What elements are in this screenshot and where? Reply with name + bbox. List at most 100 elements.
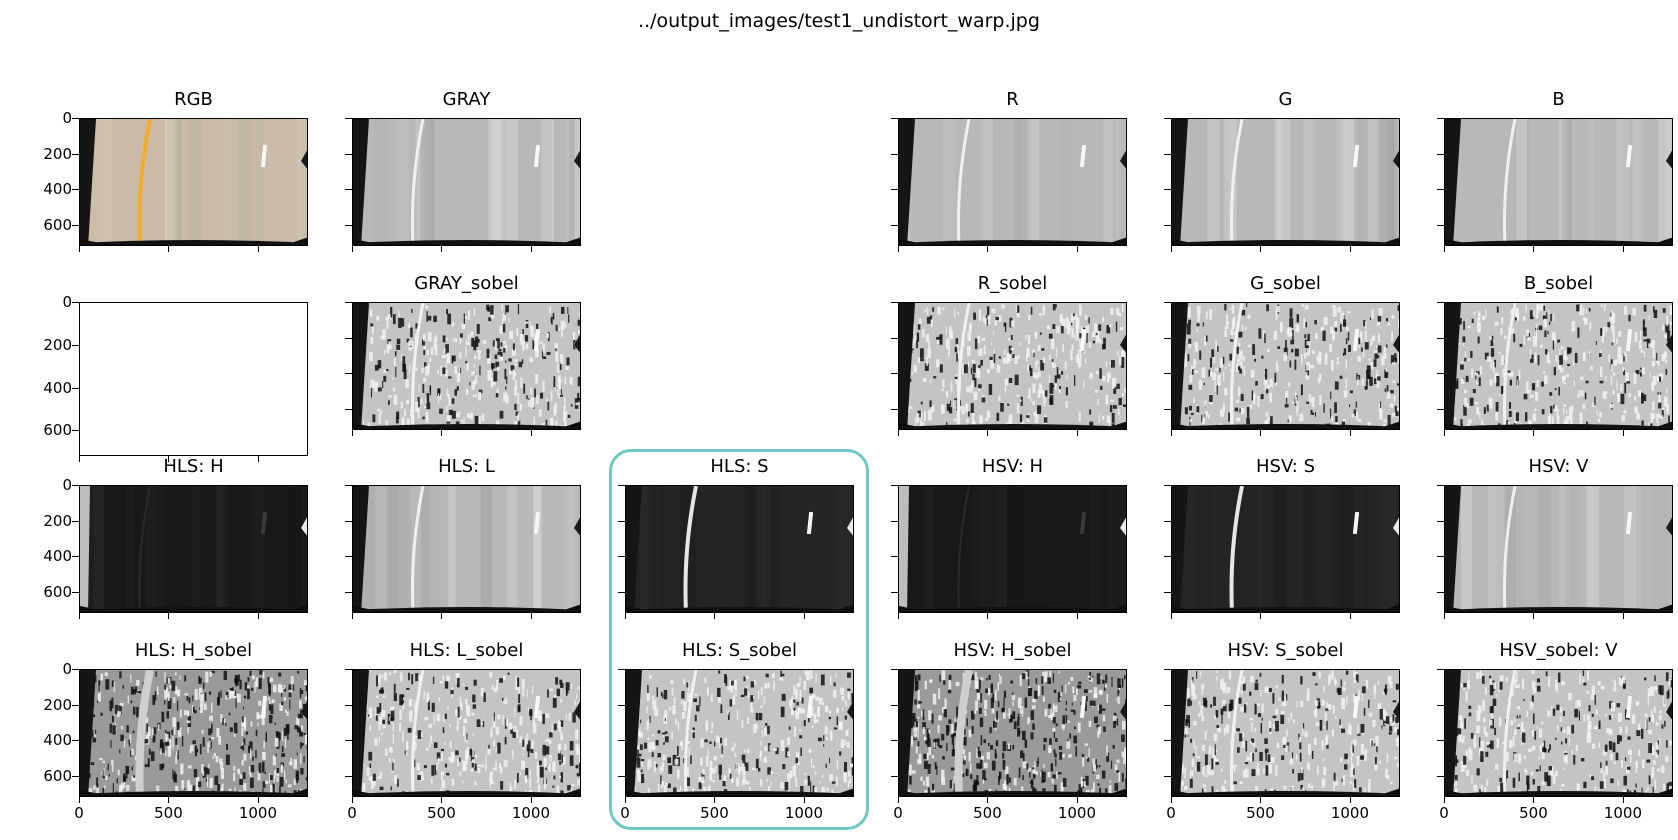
y-tick-label: 0: [62, 476, 72, 494]
subplot-image: [898, 302, 1127, 430]
subplot-panel: HLS: L_sobel 0 500 1000: [345, 640, 581, 821]
x-tick-mark: [1533, 797, 1535, 803]
subplot-image: [1444, 118, 1673, 246]
y-tick-mark: [618, 775, 625, 777]
x-tick-mark: [898, 430, 899, 436]
x-tick-mark: [530, 613, 532, 619]
y-tick-mark: [1437, 669, 1444, 670]
y-tick-mark: [1437, 373, 1444, 375]
y-tick-mark: [618, 591, 625, 593]
x-tick-label: 500: [700, 804, 729, 822]
x-tick-mark: [441, 797, 443, 803]
subplot-panel: HLS: H 0 200 400 600: [43, 456, 308, 619]
subplot-title: GRAY_sobel: [414, 273, 519, 294]
subplot-title: HLS: L: [438, 456, 495, 477]
y-tick-mark: [1437, 408, 1444, 410]
y-tick-mark: [72, 591, 79, 593]
x-tick-label: 1000: [238, 804, 277, 822]
y-tick-mark: [345, 520, 352, 522]
y-tick-mark: [1164, 704, 1171, 706]
y-tick-mark: [72, 224, 79, 226]
x-tick-mark: [257, 797, 259, 803]
x-tick-label: 1000: [511, 804, 550, 822]
subplot-panel: HLS: H_sobel 0 200 400 600 0 500 1000: [43, 640, 308, 821]
subplot-title: HSV: S_sobel: [1227, 640, 1344, 661]
y-tick-mark: [1164, 189, 1171, 191]
subplot-image: [79, 485, 308, 613]
x-tick-mark: [1533, 246, 1535, 252]
subplot-image: [898, 669, 1127, 797]
y-tick-mark: [1164, 337, 1171, 339]
subplot-panel: HSV: S_sobel 0 500 1000: [1164, 640, 1400, 821]
y-tick-mark: [1437, 485, 1444, 486]
y-tick-mark: [72, 118, 79, 119]
y-tick-label: 600: [43, 582, 72, 601]
y-tick-mark: [1437, 302, 1444, 303]
subplot-image: [1171, 302, 1400, 430]
x-tick-mark: [168, 456, 170, 462]
y-tick-mark: [1437, 118, 1444, 119]
subplot-title: B_sobel: [1523, 273, 1594, 294]
subplot-panel: HSV_sobel: V 0 500 1000: [1437, 640, 1673, 821]
y-tick-label: 200: [43, 695, 72, 714]
x-tick-mark: [168, 246, 170, 252]
subplot-image: [352, 118, 581, 246]
highlight-outline: [609, 449, 869, 830]
x-tick-label: 1000: [784, 804, 823, 822]
x-tick-mark: [79, 246, 80, 252]
empty-plot-area: [79, 302, 308, 456]
y-tick-mark: [1164, 669, 1171, 670]
y-tick-mark: [1437, 740, 1444, 742]
x-tick-mark: [987, 613, 989, 619]
y-tick-mark: [891, 337, 898, 339]
subplot-image: [1171, 118, 1400, 246]
x-tick-mark: [1349, 797, 1351, 803]
channel-image: [1172, 303, 1399, 429]
subplot-title: HLS: S_sobel: [681, 640, 798, 661]
y-tick-mark: [618, 520, 625, 522]
y-tick-mark: [345, 118, 352, 119]
x-tick-mark: [530, 246, 532, 252]
y-tick-label: 200: [43, 335, 72, 354]
subplot-title: HSV: H_sobel: [953, 640, 1072, 661]
x-tick-mark: [1622, 430, 1624, 436]
x-tick-label: 0: [1166, 804, 1176, 822]
channel-image: [626, 670, 853, 796]
channel-image: [1445, 486, 1672, 612]
channel-image: [1172, 119, 1399, 245]
x-tick-label: 1000: [1603, 804, 1642, 822]
y-tick-label: 600: [43, 421, 72, 440]
y-tick-mark: [72, 430, 79, 432]
x-tick-mark: [257, 456, 259, 462]
subplot-image: [1444, 302, 1673, 430]
x-tick-mark: [257, 246, 259, 252]
x-tick-mark: [1349, 613, 1351, 619]
x-tick-mark: [625, 613, 626, 619]
y-tick-mark: [1437, 556, 1444, 558]
x-tick-mark: [1076, 613, 1078, 619]
x-tick-label: 500: [973, 804, 1002, 822]
x-tick-mark: [714, 613, 716, 619]
subplot-panel: HLS: S_sobel 0 500 1000: [618, 640, 854, 821]
x-tick-mark: [1171, 246, 1172, 252]
y-tick-mark: [891, 189, 898, 191]
y-tick-mark: [1164, 118, 1171, 119]
subplot-panel: HSV: S: [1164, 456, 1400, 619]
y-tick-mark: [345, 704, 352, 706]
x-tick-mark: [79, 613, 80, 619]
subplot-image: [79, 669, 308, 797]
x-tick-label: 0: [347, 804, 357, 822]
y-tick-label: 0: [62, 109, 72, 127]
x-tick-mark: [1349, 246, 1351, 252]
y-tick-mark: [72, 153, 79, 155]
y-tick-mark: [72, 556, 79, 558]
y-tick-label: 200: [43, 144, 72, 163]
subplot-title: B: [1552, 89, 1565, 110]
subplot-image: [1171, 669, 1400, 797]
y-tick-mark: [345, 669, 352, 670]
y-tick-mark: [1164, 485, 1171, 486]
x-tick-label: 0: [74, 804, 84, 822]
x-tick-mark: [1260, 430, 1262, 436]
y-tick-mark: [345, 591, 352, 593]
subplot-panel: B_sobel: [1437, 273, 1673, 436]
